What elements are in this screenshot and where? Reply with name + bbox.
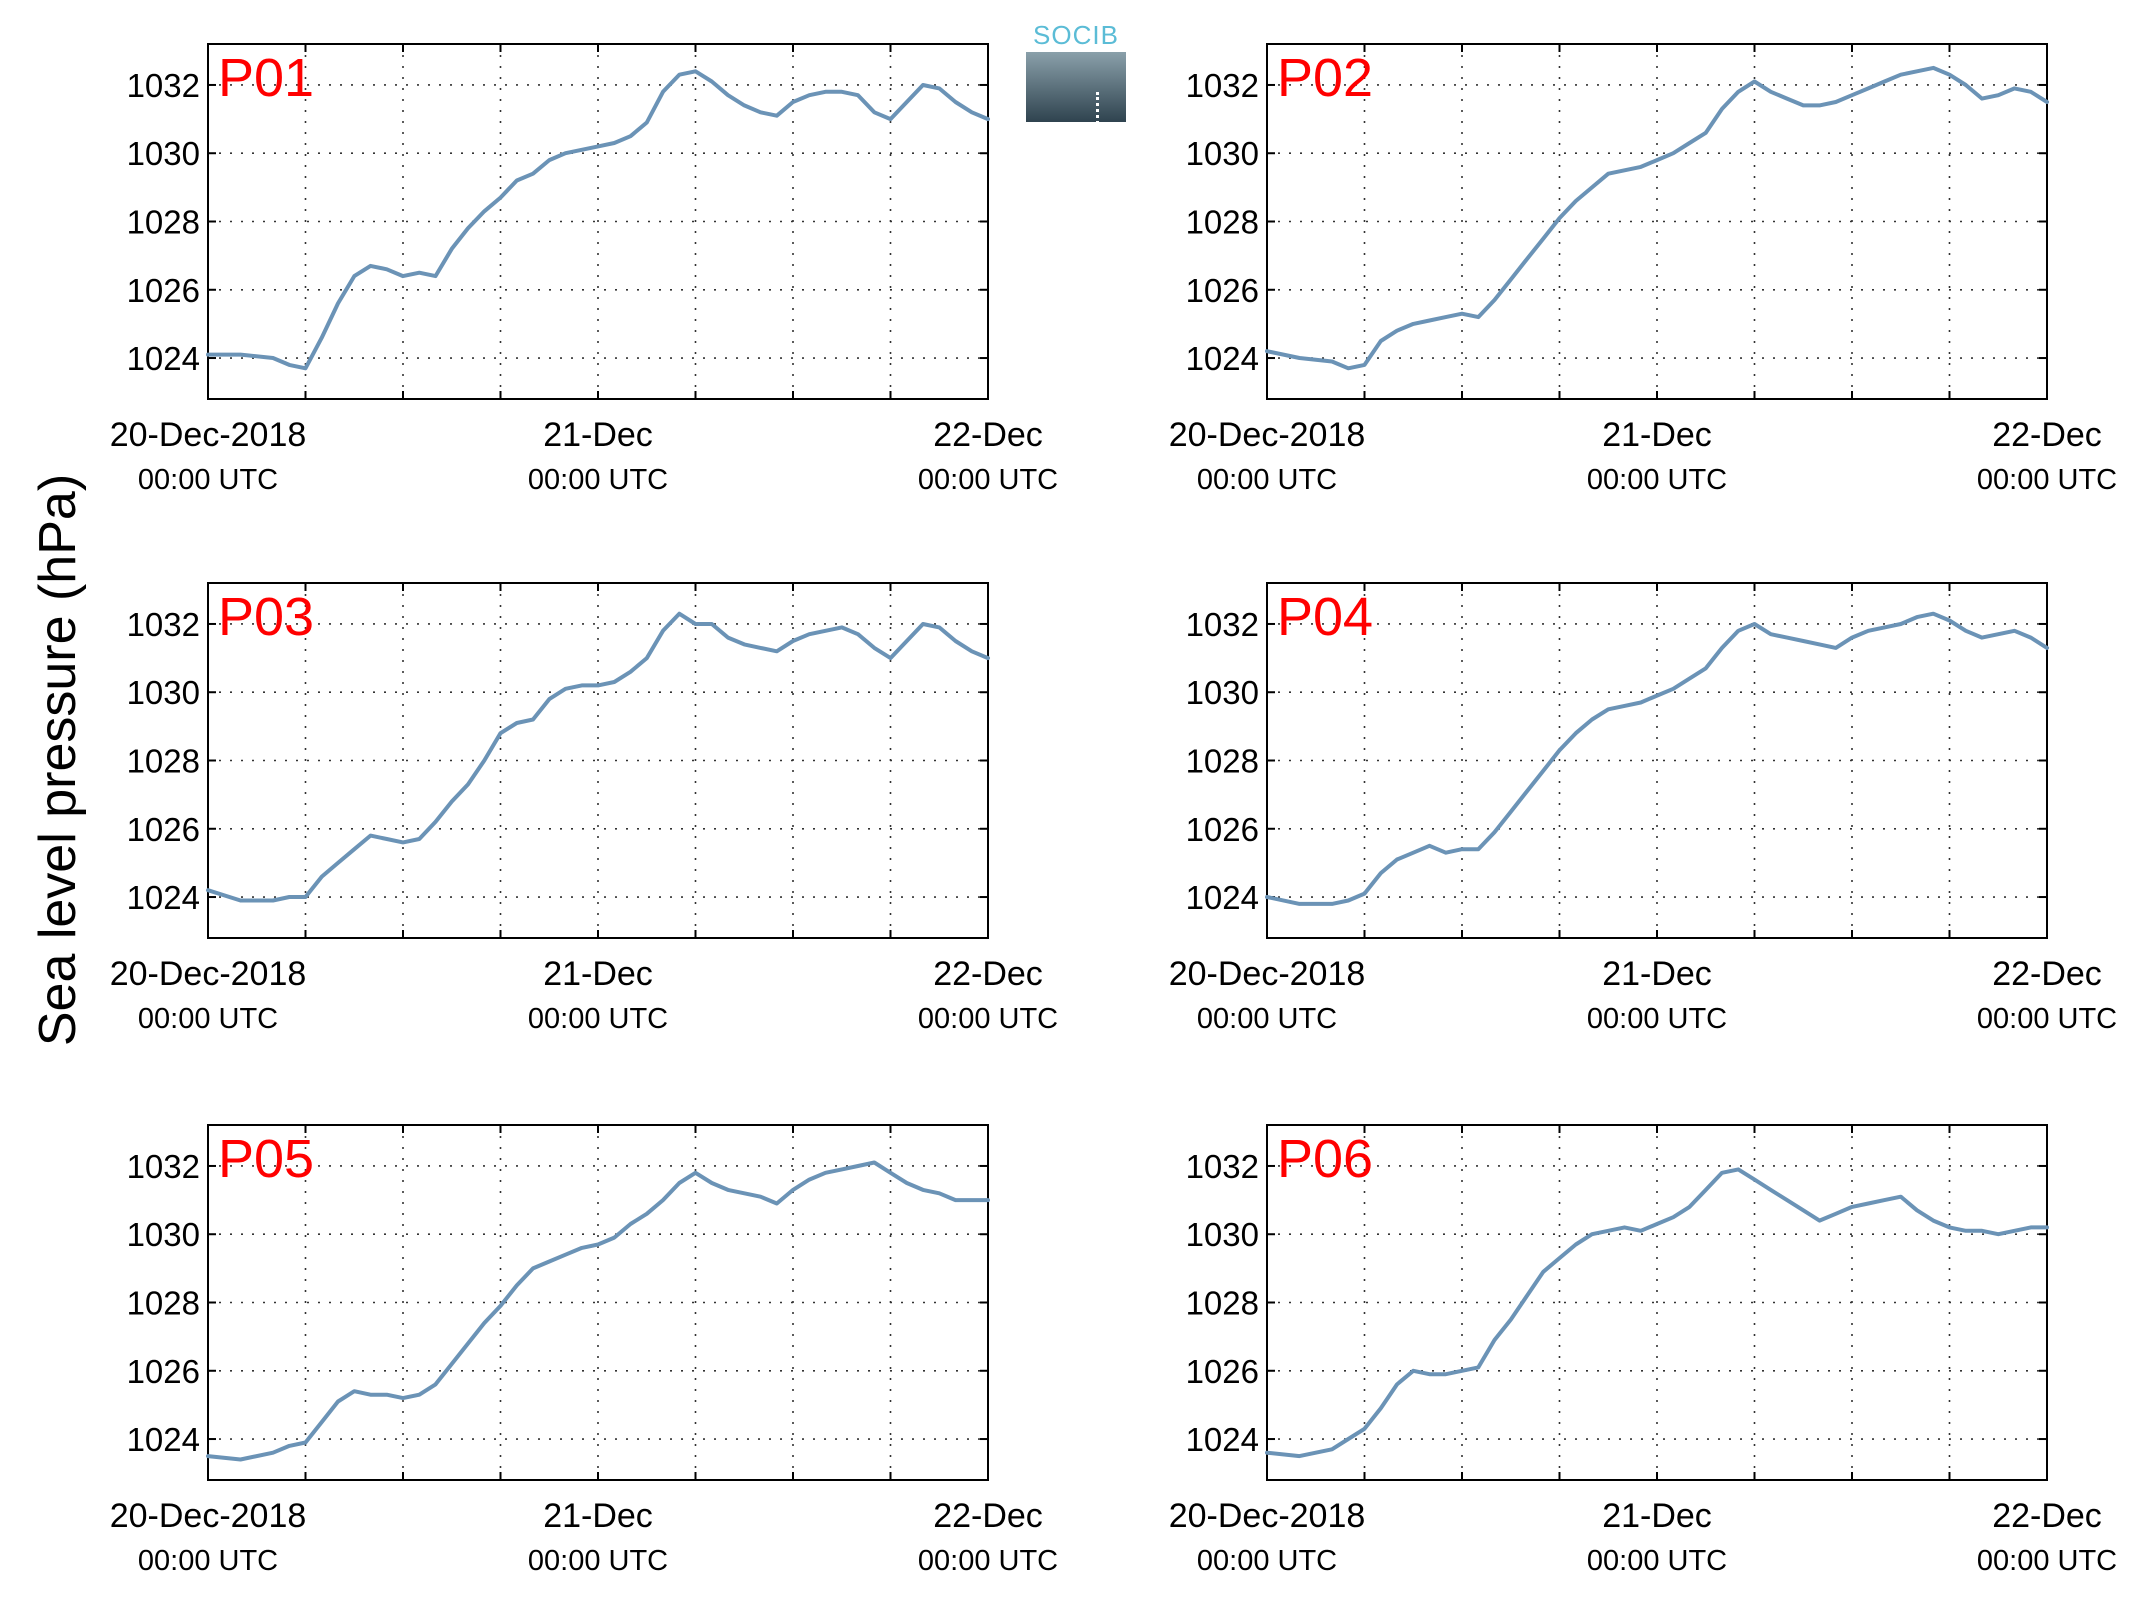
x-tick-label-time: 00:00 UTC bbox=[1587, 1003, 1727, 1035]
logo-dots bbox=[1096, 92, 1101, 148]
y-tick-label: 1024 bbox=[127, 340, 200, 377]
y-tick-label: 1032 bbox=[1186, 606, 1259, 643]
x-tick-label-date: 20-Dec-2018 bbox=[1169, 1497, 1366, 1535]
pressure-line bbox=[206, 69, 990, 371]
y-tick-label: 1024 bbox=[1186, 340, 1259, 377]
x-tick-label-date: 20-Dec-2018 bbox=[110, 1497, 307, 1535]
y-tick-label: 1026 bbox=[1186, 811, 1259, 848]
x-tick-label-time: 00:00 UTC bbox=[528, 464, 668, 496]
x-tick-label-time: 00:00 UTC bbox=[1587, 464, 1727, 496]
x-tick-label-date: 22-Dec bbox=[1992, 1497, 2102, 1535]
y-tick-label: 1030 bbox=[127, 135, 200, 172]
x-tick-label-time: 00:00 UTC bbox=[918, 464, 1058, 496]
chart-panel-p02: 1024 1026 1028 1030 1032 20-Dec-2018 00:00 UTC… bbox=[1169, 43, 2117, 496]
y-tick-label: 1028 bbox=[127, 1285, 200, 1322]
x-tick-label-time: 00:00 UTC bbox=[138, 1545, 278, 1577]
x-tick-label-time: 00:00 UTC bbox=[918, 1545, 1058, 1577]
chart-panel-p01: 1024 1026 1028 1030 1032 20-Dec-2018 00:00 UTC… bbox=[110, 43, 1058, 496]
x-tick-label-date: 22-Dec bbox=[933, 1497, 1043, 1535]
y-tick-label: 1028 bbox=[1186, 204, 1259, 241]
chart-panel-p06: 1024 1026 1028 1030 1032 20-Dec-2018 00:00 UTC… bbox=[1169, 1124, 2117, 1577]
panel-title: P01 bbox=[218, 48, 314, 108]
y-tick-label: 1028 bbox=[1186, 743, 1259, 780]
y-tick-label: 1026 bbox=[127, 1353, 200, 1390]
y-tick-label: 1030 bbox=[127, 674, 200, 711]
y-tick-label: 1030 bbox=[1186, 674, 1259, 711]
x-tick-label-date: 21-Dec bbox=[543, 416, 653, 454]
y-tick-label: 1028 bbox=[1186, 1285, 1259, 1322]
y-tick-label: 1026 bbox=[1186, 272, 1259, 309]
x-tick-label-date: 20-Dec-2018 bbox=[110, 416, 307, 454]
x-tick-label-time: 00:00 UTC bbox=[1197, 1545, 1337, 1577]
logo-text: SOCIB bbox=[1033, 20, 1119, 50]
y-tick-label: 1028 bbox=[127, 743, 200, 780]
chart-panel-p05: 1024 1026 1028 1030 1032 20-Dec-2018 00:00 UTC… bbox=[110, 1124, 1058, 1577]
y-tick-label: 1024 bbox=[127, 1421, 200, 1458]
y-tick-label: 1024 bbox=[1186, 879, 1259, 916]
y-tick-label: 1032 bbox=[127, 606, 200, 643]
pressure-line bbox=[1265, 65, 2049, 371]
x-tick-label-time: 00:00 UTC bbox=[138, 1003, 278, 1035]
x-tick-label-time: 00:00 UTC bbox=[1977, 1545, 2117, 1577]
x-tick-label-date: 21-Dec bbox=[1602, 1497, 1712, 1535]
y-tick-label: 1030 bbox=[1186, 135, 1259, 172]
x-tick-label-date: 22-Dec bbox=[1992, 416, 2102, 454]
x-tick-label-time: 00:00 UTC bbox=[1197, 464, 1337, 496]
y-tick-label: 1030 bbox=[127, 1216, 200, 1253]
y-tick-label: 1032 bbox=[127, 67, 200, 104]
panel-title: P04 bbox=[1277, 587, 1373, 647]
panel-title: P06 bbox=[1277, 1129, 1373, 1189]
x-tick-label-date: 22-Dec bbox=[933, 416, 1043, 454]
y-tick-label: 1026 bbox=[127, 811, 200, 848]
panel-title: P05 bbox=[218, 1129, 314, 1189]
x-tick-label-date: 22-Dec bbox=[933, 955, 1043, 993]
pressure-line bbox=[1265, 611, 2049, 906]
x-tick-label-time: 00:00 UTC bbox=[1197, 1003, 1337, 1035]
y-tick-label: 1028 bbox=[127, 204, 200, 241]
panel-title: P03 bbox=[218, 587, 314, 647]
y-tick-label: 1024 bbox=[127, 879, 200, 916]
x-tick-label-date: 21-Dec bbox=[543, 1497, 653, 1535]
x-tick-label-date: 21-Dec bbox=[1602, 416, 1712, 454]
chart-panel-p03: 1024 1026 1028 1030 1032 20-Dec-2018 00:00 UTC… bbox=[110, 582, 1058, 1035]
x-tick-label-time: 00:00 UTC bbox=[1977, 464, 2117, 496]
pressure-line bbox=[206, 1160, 990, 1462]
y-tick-label: 1032 bbox=[1186, 1148, 1259, 1185]
x-tick-label-date: 22-Dec bbox=[1992, 955, 2102, 993]
x-tick-label-date: 20-Dec-2018 bbox=[1169, 416, 1366, 454]
x-tick-label-time: 00:00 UTC bbox=[528, 1003, 668, 1035]
x-tick-label-time: 00:00 UTC bbox=[138, 464, 278, 496]
socib-logo: SOCIB bbox=[1026, 20, 1126, 148]
x-tick-label-date: 21-Dec bbox=[1602, 955, 1712, 993]
y-tick-label: 1026 bbox=[127, 272, 200, 309]
pressure-line bbox=[1265, 1167, 2049, 1459]
logo-graphic bbox=[1026, 52, 1126, 148]
y-tick-label: 1024 bbox=[1186, 1421, 1259, 1458]
x-tick-label-time: 00:00 UTC bbox=[918, 1003, 1058, 1035]
x-tick-label-time: 00:00 UTC bbox=[528, 1545, 668, 1577]
x-tick-label-date: 20-Dec-2018 bbox=[110, 955, 307, 993]
x-tick-label-time: 00:00 UTC bbox=[1587, 1545, 1727, 1577]
chart-panel-p04: 1024 1026 1028 1030 1032 20-Dec-2018 00:00 UTC… bbox=[1169, 582, 2117, 1035]
x-tick-label-date: 21-Dec bbox=[543, 955, 653, 993]
panel-title: P02 bbox=[1277, 48, 1373, 108]
pressure-line bbox=[206, 611, 990, 903]
y-axis-label: Sea level pressure (hPa) bbox=[29, 473, 87, 1047]
y-tick-label: 1032 bbox=[1186, 67, 1259, 104]
y-tick-label: 1026 bbox=[1186, 1353, 1259, 1390]
x-tick-label-date: 20-Dec-2018 bbox=[1169, 955, 1366, 993]
y-tick-label: 1030 bbox=[1186, 1216, 1259, 1253]
y-tick-label: 1032 bbox=[127, 1148, 200, 1185]
x-tick-label-time: 00:00 UTC bbox=[1977, 1003, 2117, 1035]
